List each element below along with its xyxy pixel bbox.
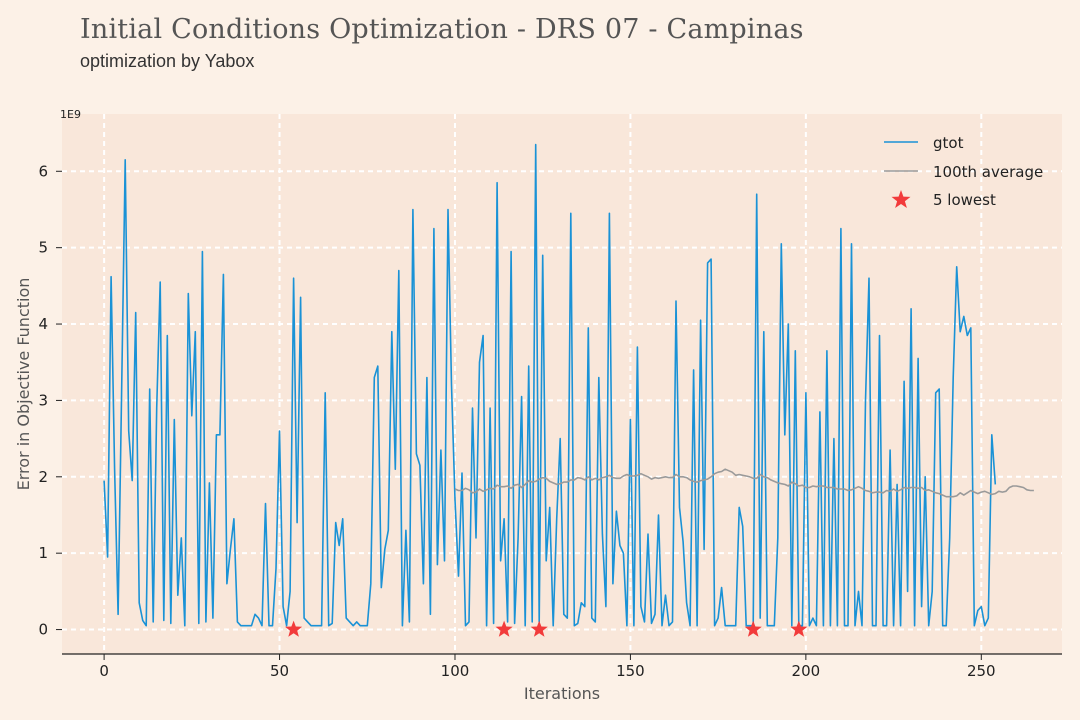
y-tick-label: 6 xyxy=(38,162,48,180)
series-average-line xyxy=(454,468,1034,498)
grid xyxy=(62,114,1062,654)
series-layer xyxy=(103,143,1034,637)
x-tick-label: 200 xyxy=(792,662,821,680)
x-tick-label: 50 xyxy=(270,662,289,680)
y-tick-label: 0 xyxy=(38,621,48,639)
y-tick-label: 3 xyxy=(38,391,48,409)
y-tick-label: 2 xyxy=(38,468,48,486)
x-tick-label: 0 xyxy=(99,662,109,680)
lowest-point-star xyxy=(790,620,808,637)
legend-lowest-label: 5 lowest xyxy=(933,191,996,209)
series-gtot-line xyxy=(103,143,997,627)
legend-average-label: 100th average xyxy=(933,163,1043,181)
y-tick-label: 5 xyxy=(38,239,48,257)
x-tick-label: 100 xyxy=(441,662,470,680)
lowest-point-star xyxy=(744,620,762,637)
legend-lowest-marker xyxy=(891,190,911,208)
y-tick-label: 1 xyxy=(38,544,48,562)
y-axis: 0 1 2 3 4 5 6 xyxy=(38,162,62,639)
y-tick-label: 4 xyxy=(38,315,48,333)
lowest-point-star xyxy=(495,620,513,637)
legend: gtot 100th average 5 lowest xyxy=(884,134,1043,209)
chart-title: Initial Conditions Optimization - DRS 07… xyxy=(80,14,804,45)
x-tick-label: 250 xyxy=(967,662,996,680)
y-axis-label: Error in Objective Function xyxy=(14,278,33,491)
legend-gtot-label: gtot xyxy=(933,134,964,152)
x-axis: 0 50 100 150 200 250 xyxy=(62,653,1062,680)
chart-subtitle: optimization by Yabox xyxy=(80,51,255,71)
x-axis-label: Iterations xyxy=(524,684,600,703)
lowest-point-star xyxy=(530,620,548,637)
lowest-point-star xyxy=(285,620,303,637)
x-tick-label: 150 xyxy=(616,662,645,680)
y-scale-label: 1E9 xyxy=(60,108,81,121)
